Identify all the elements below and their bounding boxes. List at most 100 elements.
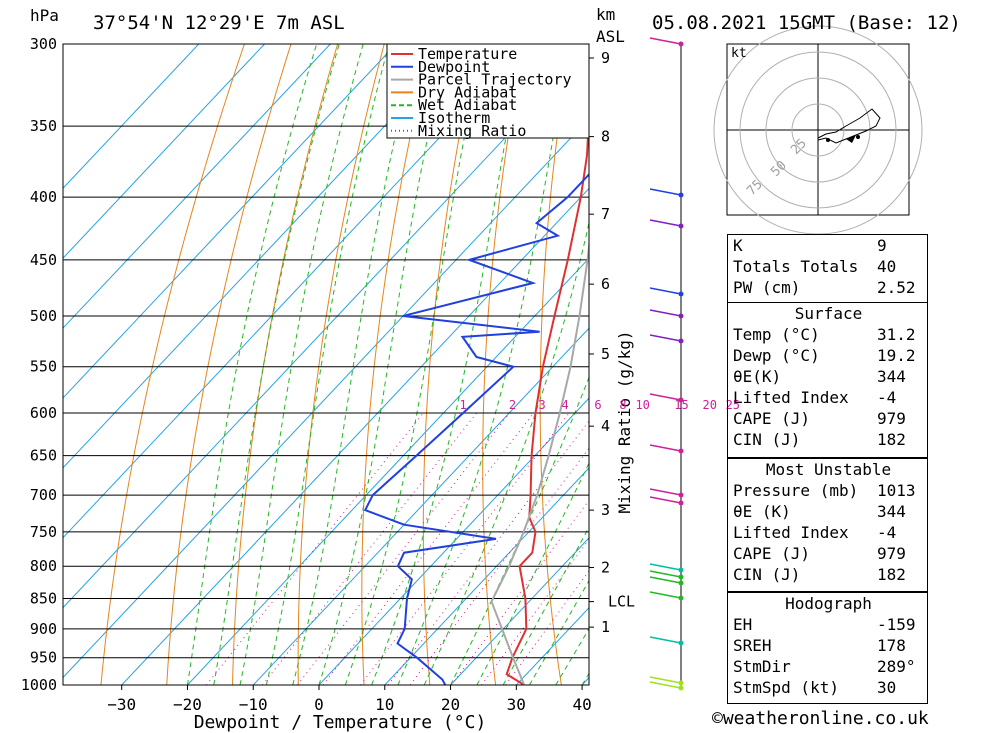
isotherm-line xyxy=(63,44,331,329)
wet-adiabat-line xyxy=(239,44,364,685)
km-tick-label: 2 xyxy=(601,559,610,577)
hodograph-stats-box: Hodograph EH -159 SREH 178 StmDir 289° StmS… xyxy=(727,592,928,704)
dry-adiabat-line xyxy=(650,44,693,685)
hodograph-ring xyxy=(739,51,897,209)
isotherm-line xyxy=(384,467,589,685)
surface-row: Lifted Index -4 xyxy=(733,388,897,407)
x-tick-label: −20 xyxy=(173,695,202,714)
mixing-ratio-line xyxy=(262,412,477,685)
dry-adiabat-line xyxy=(944,44,1000,685)
surface-row: Dewp (°C) 19.2 xyxy=(733,346,916,365)
hodograph-ring xyxy=(765,77,871,183)
isotherm-line xyxy=(252,327,589,685)
pressure-tick-label: 800 xyxy=(30,557,57,575)
mu-row: Lifted Index -4 xyxy=(733,523,897,542)
wind-barb xyxy=(649,570,682,578)
index-row: Totals Totals 40 xyxy=(733,257,897,276)
pressure-tick-label: 300 xyxy=(30,35,57,53)
hodograph-ring xyxy=(791,103,845,157)
x-tick-label: 10 xyxy=(375,695,394,714)
credit-link[interactable]: ©weatheronline.co.uk xyxy=(712,708,929,729)
mixing-ratio-line xyxy=(505,570,589,685)
wind-barb xyxy=(649,563,682,571)
pressure-tick-label: 1000 xyxy=(21,676,57,694)
surface-row: Temp (°C) 31.2 xyxy=(733,325,916,344)
most-unstable-box: Most Unstable Pressure (mb) 1013 θE (K) 34… xyxy=(727,458,928,592)
index-row: PW (cm) 2.52 xyxy=(733,278,916,297)
wind-barb xyxy=(649,37,682,45)
dry-adiabat-line xyxy=(422,44,478,685)
wet-adiabat-line xyxy=(213,44,340,685)
pressure-tick-label: 950 xyxy=(30,649,57,667)
isotherm-line xyxy=(63,44,528,539)
dry-adiabat-line xyxy=(361,44,432,685)
wind-barb xyxy=(649,188,682,196)
wind-barb xyxy=(649,681,682,689)
wet-adiabat-line xyxy=(502,525,589,685)
wind-profile xyxy=(649,37,684,691)
mu-row: Pressure (mb) 1013 xyxy=(733,481,916,500)
legend-label: Temperature xyxy=(418,45,517,63)
isotherm-line xyxy=(63,44,200,190)
datetime-title: 05.08.2021 15GMT (Base: 12) xyxy=(652,12,961,34)
plot-frame xyxy=(62,43,590,686)
wet-adiabat-line xyxy=(529,579,589,685)
wind-barb xyxy=(649,334,682,342)
mixing-ratio-label: 1 xyxy=(460,398,467,412)
mixing-ratio-line xyxy=(360,412,570,685)
series-dewpoint xyxy=(363,44,589,685)
mixing-ratio-line xyxy=(450,499,589,685)
most-unstable-title: Most Unstable xyxy=(765,460,892,479)
isotherm-line xyxy=(318,397,589,685)
mu-row: θE (K) 344 xyxy=(733,502,906,521)
dry-adiabat-line xyxy=(990,44,1000,685)
dry-adiabat-line xyxy=(166,44,292,685)
wet-adiabat-line xyxy=(186,44,318,685)
surface-row: CIN (J) 182 xyxy=(733,430,906,449)
isotherm-line xyxy=(63,117,589,679)
x-tick-label: 0 xyxy=(314,695,324,714)
pressure-tick-label: 400 xyxy=(30,188,57,206)
km-unit-label: km xyxy=(596,5,616,24)
wind-barb xyxy=(649,576,682,584)
series-parcel-trajectory xyxy=(490,238,589,685)
dry-adiabat-line xyxy=(100,44,245,685)
hodograph-unit-label: kt xyxy=(731,46,747,61)
mu-row: CIN (J) 182 xyxy=(733,565,906,584)
wet-adiabat-line xyxy=(265,44,390,685)
wind-barb xyxy=(649,309,682,317)
pressure-tick-label: 350 xyxy=(30,117,57,135)
hodo-row: EH -159 xyxy=(733,615,916,634)
legend-label: Isotherm xyxy=(418,109,490,127)
wind-barb xyxy=(649,591,682,599)
hodograph-point xyxy=(856,135,860,139)
pressure-tick-label: 600 xyxy=(30,404,57,422)
hodograph-point xyxy=(826,138,830,142)
isotherm-line xyxy=(121,187,589,685)
location-title: 37°54'N 12°29'E 7m ASL xyxy=(93,12,345,34)
wind-barb xyxy=(649,444,682,452)
mixing-ratio-axis-label: Mixing Ratio (g/kg) xyxy=(615,330,634,513)
hodo-row: StmSpd (kt) 30 xyxy=(733,678,897,697)
km-tick-label: 3 xyxy=(601,501,610,519)
wet-adiabat-line xyxy=(476,462,589,685)
isotherm-line xyxy=(63,44,397,399)
wind-barb xyxy=(649,636,682,644)
km-tick-label: 5 xyxy=(601,345,610,363)
mixing-ratio-label: 8 xyxy=(619,398,626,412)
x-tick-label: 30 xyxy=(507,695,526,714)
wet-adiabat-line xyxy=(344,44,484,685)
km-tick-label: 9 xyxy=(601,49,610,67)
km-tick-label: 8 xyxy=(601,128,610,146)
surface-title: Surface xyxy=(794,304,863,323)
hodo-row: StmDir 289° xyxy=(733,657,916,676)
legend-label: Wet Adiabat xyxy=(418,96,517,114)
mixing-ratio-label: 2 xyxy=(509,398,516,412)
isotherm-line xyxy=(63,44,265,259)
wet-adiabat-line xyxy=(423,220,589,685)
mixing-ratio-label: 20 xyxy=(703,398,717,412)
pressure-tick-label: 850 xyxy=(30,589,57,607)
